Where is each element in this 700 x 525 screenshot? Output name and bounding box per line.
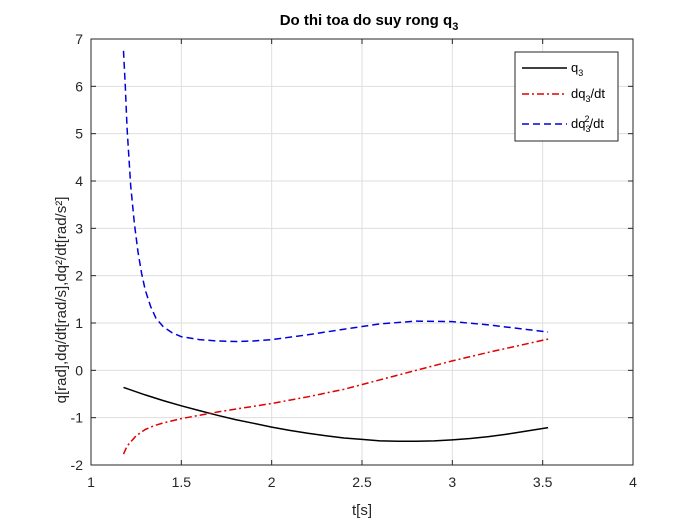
x-tick-label: 4 — [629, 474, 637, 490]
x-axis-label: t[s] — [352, 502, 372, 519]
axis-ticks — [90, 38, 634, 466]
y-tick-label: 6 — [75, 78, 83, 94]
chart-title-main: Do thi toa do suy rong q — [280, 12, 453, 29]
x-tick-label: 3.5 — [533, 474, 553, 490]
y-tick-label: -2 — [71, 457, 84, 473]
y-tick-label: -1 — [71, 410, 84, 426]
x-tick-label: 2 — [268, 474, 276, 490]
x-tick-label: 3 — [448, 474, 456, 490]
chart-title: Do thi toa do suy rong q3 — [280, 12, 459, 33]
y-axis-label: q[rad],dq/dt[rad/s],dq²/dt[rad/s²] — [53, 197, 70, 404]
chart-title-subscript: 3 — [452, 21, 458, 33]
y-tick-label: 4 — [75, 173, 83, 189]
legend-entry-2: dq3/dt — [571, 86, 605, 104]
y-tick-label: 3 — [75, 220, 83, 236]
y-tick-label: 7 — [75, 31, 83, 47]
y-tick-label: 1 — [75, 315, 83, 331]
series-line-2 — [122, 338, 549, 455]
legend-box — [514, 51, 619, 142]
x-tick-label: 1 — [87, 474, 95, 490]
tick-labels: 1 1.5 2 2.5 3 3.5 4 -2 -1 0 1 2 3 4 5 6 7 — [71, 31, 638, 490]
y-tick-label: 5 — [75, 126, 83, 142]
x-tick-label: 2.5 — [352, 474, 372, 490]
legend-entry-3: dq32/dt — [571, 114, 604, 134]
legend-entry-1: q3 — [571, 60, 583, 78]
y-tick-label: 2 — [75, 268, 83, 284]
y-tick-label: 0 — [75, 362, 83, 378]
series-line-3 — [122, 50, 549, 343]
series-line-1 — [123, 386, 549, 443]
x-tick-label: 1.5 — [172, 474, 192, 490]
series-layer — [122, 50, 549, 455]
legend: q3 dq3/dt dq32/dt — [514, 51, 619, 142]
